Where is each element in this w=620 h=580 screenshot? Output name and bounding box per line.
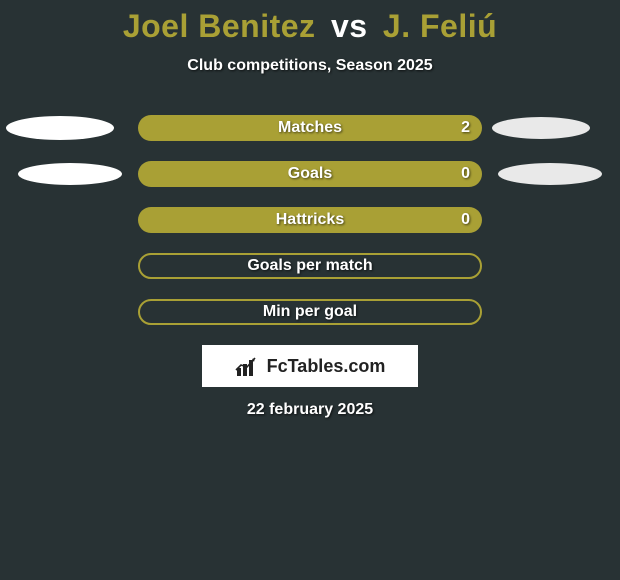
stat-bar: Hattricks0 [138,207,482,233]
stat-bar: Goals0 [138,161,482,187]
right-ellipse [492,117,590,139]
stat-label: Goals [138,165,482,183]
logo: FcTables.com [235,356,386,377]
stat-bar: Matches2 [138,115,482,141]
stat-label: Min per goal [140,303,480,321]
logo-box: FcTables.com [202,345,418,387]
stat-value: 0 [461,211,470,229]
date-text: 22 february 2025 [0,401,620,419]
stat-row: Matches2 [0,115,620,141]
stat-bar: Goals per match [138,253,482,279]
stat-bar: Min per goal [138,299,482,325]
player2-name: J. Feliú [383,8,497,44]
stat-row: Goals per match [0,253,620,279]
stat-value: 2 [461,119,470,137]
stat-row: Hattricks0 [0,207,620,233]
comparison-card: Joel Benitez vs J. Feliú Club competitio… [0,0,620,419]
logo-text: FcTables.com [267,356,386,377]
stat-rows: Matches2Goals0Hattricks0Goals per matchM… [0,115,620,325]
right-ellipse [498,163,602,185]
subtitle: Club competitions, Season 2025 [0,57,620,75]
stat-label: Matches [138,119,482,137]
player1-name: Joel Benitez [123,8,316,44]
left-ellipse [18,163,122,185]
left-ellipse [6,116,114,140]
stat-row: Min per goal [0,299,620,325]
chart-icon [235,356,261,376]
stat-row: Goals0 [0,161,620,187]
stat-label: Goals per match [140,257,480,275]
vs-text: vs [331,8,368,44]
stat-value: 0 [461,165,470,183]
stat-label: Hattricks [138,211,482,229]
page-title: Joel Benitez vs J. Feliú [0,8,620,45]
